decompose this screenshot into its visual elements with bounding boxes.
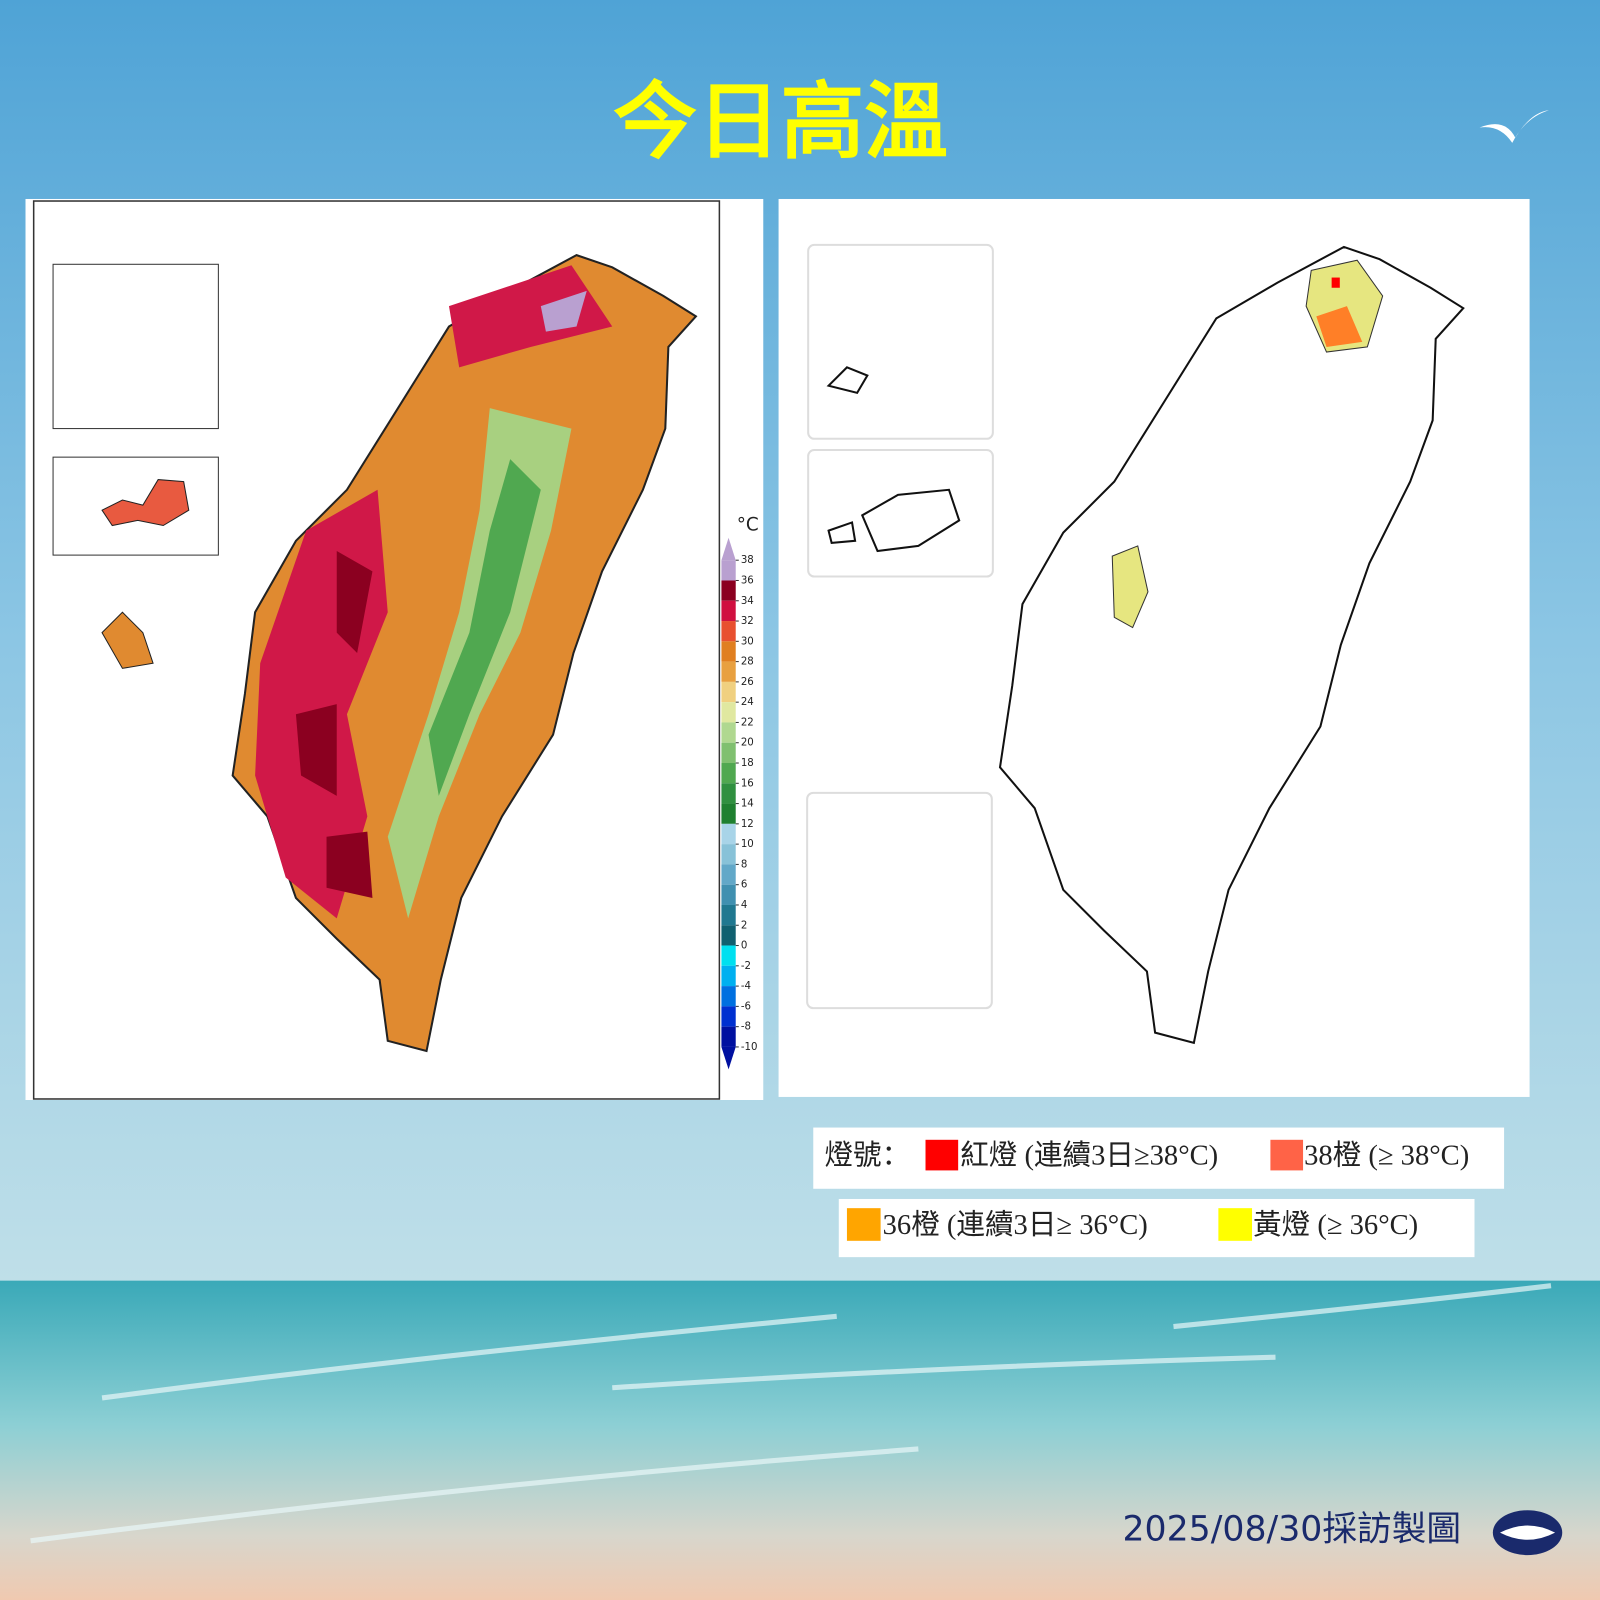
hot-region [448,265,613,368]
legend-prefix: 燈號： [824,1140,910,1172]
colorbar-segment [721,661,736,682]
title: 今日高溫 [613,72,948,170]
very-hot-region [295,551,373,898]
colorbar-tick-label: 34 [741,596,754,607]
colorbar-tick-label: 8 [741,859,747,870]
colorbar-segment [721,722,736,743]
colorbar-tick-label: 20 [741,738,754,749]
legend-label: 36橙 (連續3日≥ 36°C) [883,1209,1148,1241]
colorbar-tick-label: 0 [741,941,747,952]
wave [30,1283,1552,1544]
mountain-region [428,459,541,796]
orange-warning-area [1316,306,1363,347]
colorbar-segment [721,600,736,622]
legend-swatch [846,1208,881,1241]
colorbar-tick-label: 26 [741,677,754,688]
penghu-inset [101,479,190,527]
colorbar-tick-label: 28 [741,657,754,668]
temperature-map: 38363432302826242220181614121086420-2-4-… [25,198,764,1100]
colorbar-tick-label: -8 [741,1022,751,1033]
hottest-region [540,290,587,332]
colorbar: 38363432302826242220181614121086420-2-4-… [721,537,758,1070]
legend-label: 黃燈 (≥ 36°C) [1253,1209,1418,1241]
logo-mark [1500,1525,1556,1540]
islet [101,611,154,669]
colorbar-segment [721,783,736,804]
colorbar-tick-label: 12 [741,819,754,830]
colorbar-segment [721,1006,736,1027]
colorbar-tick-label: 32 [741,616,754,627]
colorbar-tick-label: 22 [741,717,754,728]
colorbar-segment [721,965,736,987]
inset-frame [806,791,993,1010]
inset-frame [807,448,994,578]
islet-outline [826,366,961,553]
colorbar-tick-label: 16 [741,778,754,789]
colorbar-segment [721,925,736,946]
colorbar-tick-label: 2 [741,920,747,931]
colorbar-tick-label: -10 [741,1042,758,1053]
legend-label: 38橙 (≥ 38°C) [1304,1140,1469,1172]
colorbar-segment [721,803,736,824]
colorbar-tick-label: 24 [741,697,754,708]
inset-frame [807,243,994,440]
colorbar-segment [721,864,736,885]
colorbar-segment [721,763,736,784]
colorbar-segment [721,844,736,865]
colorbar-tick-label: 18 [741,758,754,769]
colorbar-segment [721,945,736,966]
colorbar-tick-label: 4 [741,900,747,911]
legend-swatch [1270,1139,1304,1171]
colorbar-segment [721,823,736,845]
colorbar-tick-label: 38 [741,555,754,566]
legend-label: 紅燈 (連續3日≥38°C) [960,1140,1218,1172]
colorbar-tick-label: 10 [741,839,754,850]
sea-background [0,1280,1600,1600]
inset-frame [52,456,219,556]
inset-frame [52,263,219,430]
legend-swatch [925,1139,959,1171]
red-warning-area [1331,277,1340,288]
colorbar-segment [721,560,736,581]
colorbar-cap [721,537,736,561]
colorbar-tick-label: 6 [741,880,747,891]
colorbar-segment [721,621,736,642]
bird-icon [1479,110,1549,143]
legend-swatch [1218,1208,1253,1241]
colorbar-segment [721,681,736,703]
colorbar-segment [721,641,736,662]
map-frame [32,200,721,1100]
colorbar-segment [721,742,736,764]
colorbar-segment [721,702,736,723]
warning-legend: 燈號： 紅燈 (連續3日≥38°C) 38橙 (≥ 38°C) 36橙 (連續3… [813,1127,1505,1258]
colorbar-tick-label: -2 [741,961,751,972]
colorbar-cap [721,1046,736,1070]
warning-map [778,198,1530,1097]
footer-credit: 2025/08/30採訪製圖 [1122,1510,1461,1550]
colorbar-tick-label: 36 [741,575,754,586]
legend-box [838,1198,1475,1258]
colorbar-segment [721,884,736,905]
yellow-warning-area [1111,545,1149,629]
colorbar-segment [721,1026,736,1047]
colorbar-tick-label: -4 [741,981,751,992]
colorbar-tick-label: 14 [741,799,754,810]
colorbar-tick-label: 30 [741,636,754,647]
colorbar-segment [721,904,736,926]
colorbar-unit: °C [737,515,759,536]
colorbar-segment [721,580,736,601]
colorbar-segment [721,986,736,1007]
colorbar-tick-label: -6 [741,1001,751,1012]
